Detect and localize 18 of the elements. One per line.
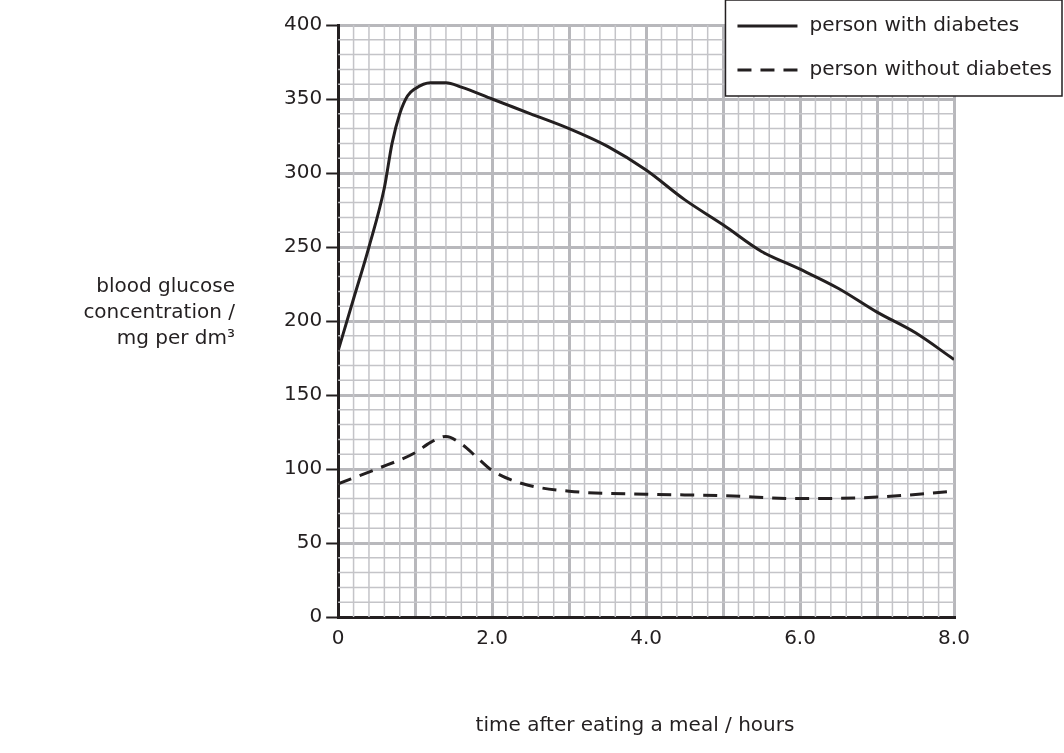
- x-tick-label: 6.0: [784, 625, 816, 650]
- y-axis-title: blood glucose concentration / mg per dm³: [82, 272, 235, 350]
- y-tick-label: 400: [283, 11, 323, 36]
- y-tick-label: 250: [283, 233, 323, 258]
- x-tick-label: 0: [331, 625, 345, 650]
- y-tick-label: 0: [309, 603, 323, 628]
- legend-label: person without diabetes: [809, 56, 1052, 81]
- x-tick-label: 8.0: [938, 625, 970, 650]
- y-tick-label: 50: [296, 529, 323, 554]
- y-tick-label: 150: [283, 381, 323, 406]
- legend-label: person with diabetes: [809, 12, 1020, 37]
- y-tick-label: 100: [283, 455, 323, 480]
- y-tick-label: 200: [283, 307, 323, 332]
- x-tick-label: 4.0: [630, 625, 662, 650]
- x-tick-label: 2.0: [476, 625, 509, 650]
- x-axis-title: time after eating a meal / hours: [474, 712, 796, 736]
- y-tick-label: 350: [283, 85, 323, 110]
- y-tick-label: 300: [283, 159, 323, 184]
